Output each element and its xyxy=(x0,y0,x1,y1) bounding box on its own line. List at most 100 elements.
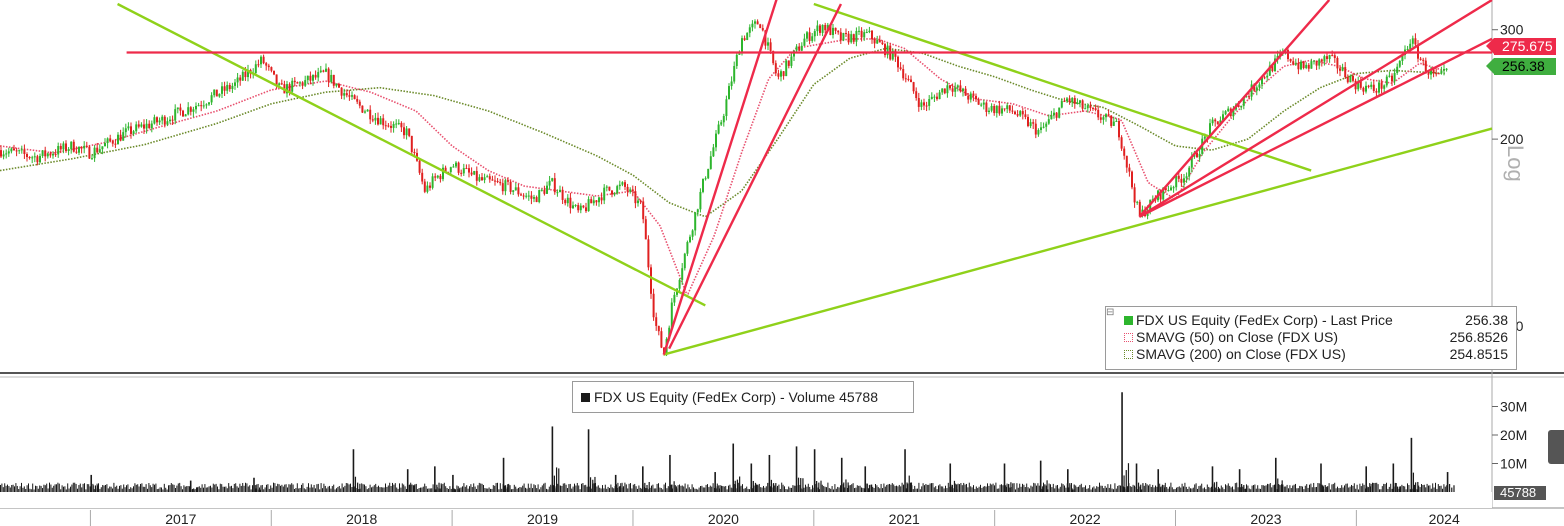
volume-spike xyxy=(795,446,798,492)
volume-bar xyxy=(849,485,851,492)
volume-bar xyxy=(1127,463,1130,492)
volume-bar xyxy=(749,489,750,492)
price-candle xyxy=(44,150,47,157)
price-candle xyxy=(930,96,933,100)
volume-bar xyxy=(1279,484,1281,492)
year-tick-label: 2020 xyxy=(708,511,739,526)
price-candle xyxy=(1037,129,1040,135)
price-candle xyxy=(587,199,590,212)
price-candle xyxy=(1245,96,1248,98)
volume-bar xyxy=(151,487,153,492)
volume-bar xyxy=(847,482,849,492)
volume-bar xyxy=(644,482,646,492)
volume-bar xyxy=(873,487,875,492)
volume-bar xyxy=(341,483,343,492)
volume-spike xyxy=(864,466,867,492)
volume-bar xyxy=(991,484,993,492)
volume-bar xyxy=(58,483,60,492)
volume-bar xyxy=(1314,487,1316,492)
price-candle xyxy=(501,183,504,192)
volume-bar xyxy=(821,484,823,492)
price-candle xyxy=(845,33,847,35)
volume-bar xyxy=(267,484,269,492)
volume-bar xyxy=(16,485,18,492)
volume-bar xyxy=(315,488,316,492)
volume-bar xyxy=(492,485,494,492)
volume-bar xyxy=(345,482,347,492)
volume-bar xyxy=(140,483,141,492)
volume-bar xyxy=(1283,486,1285,492)
volume-bar xyxy=(420,487,421,492)
volume-bar xyxy=(458,489,460,492)
volume-bar xyxy=(1045,485,1047,492)
volume-bar xyxy=(296,483,298,492)
volume-bar xyxy=(624,482,626,492)
volume-bar xyxy=(397,488,399,492)
volume-bar xyxy=(1250,489,1252,492)
volume-bar xyxy=(557,483,559,492)
price-candle xyxy=(995,105,998,114)
volume-bar xyxy=(908,475,910,492)
volume-bar xyxy=(1036,485,1037,492)
price-candle xyxy=(1339,68,1341,71)
volume-bar xyxy=(351,487,353,492)
price-candle xyxy=(717,124,720,134)
price-candle xyxy=(254,64,257,74)
volume-bar xyxy=(1016,483,1018,492)
price-candle xyxy=(1274,58,1276,72)
volume-bar xyxy=(88,484,90,492)
volume-bar xyxy=(123,484,125,492)
volume-bar xyxy=(705,484,707,492)
volume-bar xyxy=(1020,486,1022,492)
volume-bar xyxy=(1277,478,1279,492)
price-candle xyxy=(111,140,114,144)
price-tick-label: 200 xyxy=(1500,131,1524,147)
volume-bar xyxy=(330,488,332,492)
price-candle xyxy=(340,87,343,96)
volume-bar xyxy=(249,485,251,492)
volume-bar xyxy=(1022,483,1023,492)
price-candle xyxy=(400,122,403,128)
volume-bar xyxy=(340,488,342,492)
volume-bar xyxy=(145,484,147,492)
price-candle xyxy=(137,124,140,127)
volume-bar xyxy=(982,486,984,492)
price-candle xyxy=(1336,57,1339,69)
price-candle xyxy=(1258,84,1261,88)
price-candle xyxy=(920,102,923,107)
volume-bar xyxy=(120,485,122,492)
price-candle xyxy=(1045,123,1048,127)
volume-bar xyxy=(1015,489,1016,492)
price-candle xyxy=(1203,136,1206,139)
volume-bar xyxy=(797,477,800,492)
volume-bar xyxy=(4,483,6,492)
volume-bar xyxy=(876,485,878,492)
price-candle xyxy=(1427,73,1430,75)
green-trendline xyxy=(117,2,706,307)
price-candle xyxy=(314,74,317,78)
volume-bar xyxy=(1180,487,1182,492)
volume-bar xyxy=(728,485,729,492)
price-candle xyxy=(1188,167,1191,177)
sma200-line xyxy=(0,47,1447,218)
price-candle xyxy=(1115,120,1118,122)
volume-bar xyxy=(1171,487,1173,492)
price-candle xyxy=(998,105,1001,114)
volume-bar xyxy=(72,482,74,492)
volume-bar xyxy=(225,486,227,492)
volume-bar xyxy=(1356,484,1358,492)
volume-bar xyxy=(442,483,444,492)
price-candle xyxy=(488,176,491,180)
volume-bar xyxy=(344,485,346,492)
price-candle xyxy=(1349,75,1352,83)
volume-bar xyxy=(1076,487,1078,492)
price-candle xyxy=(262,56,265,64)
volume-bar xyxy=(912,489,914,492)
price-candle xyxy=(517,187,520,195)
log-scale-label[interactable]: Log xyxy=(1503,145,1528,182)
price-candle xyxy=(1027,116,1029,127)
volume-bar xyxy=(509,485,511,492)
price-candle xyxy=(197,105,200,107)
price-candle xyxy=(1227,108,1230,112)
volume-scale-tab[interactable] xyxy=(1548,430,1564,464)
